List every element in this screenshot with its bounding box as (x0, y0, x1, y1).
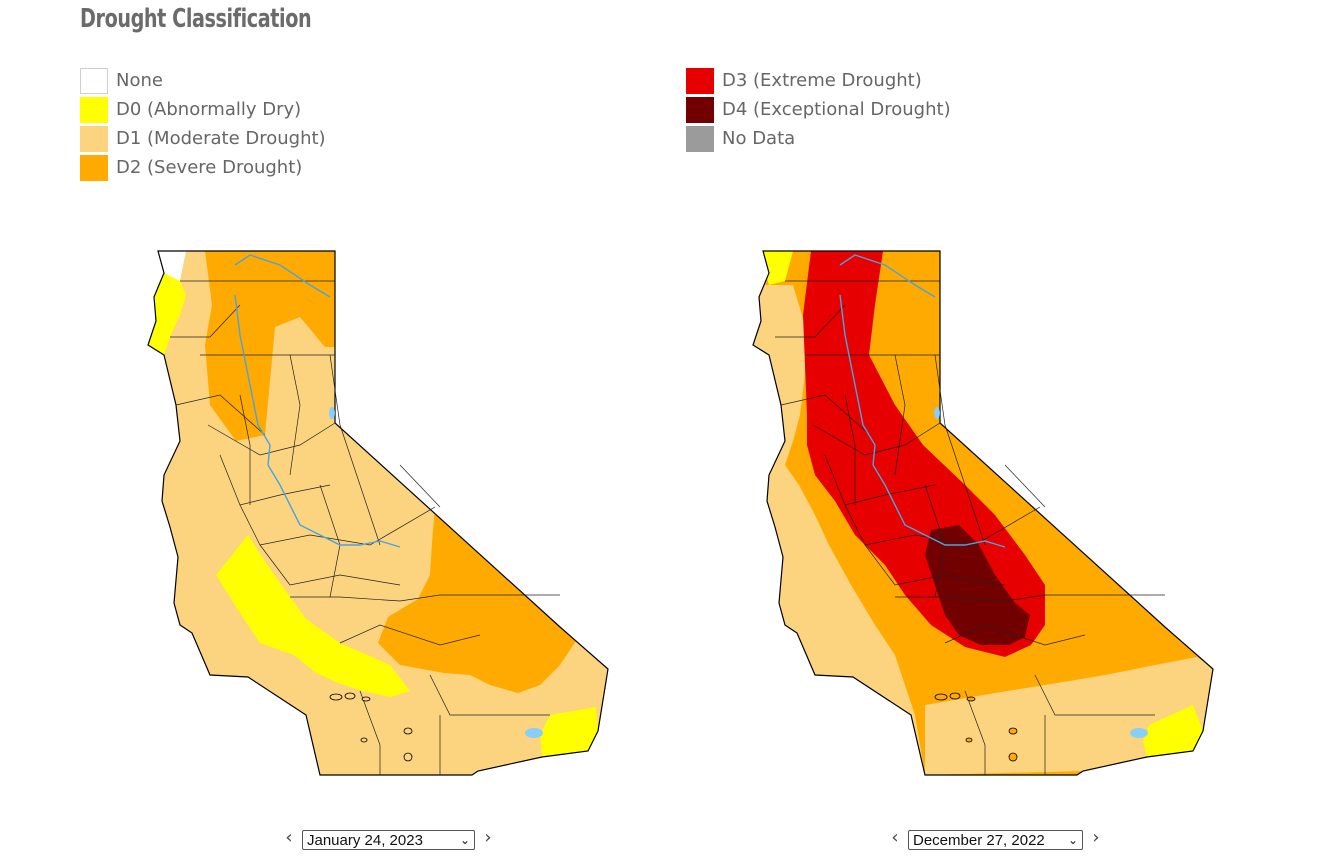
page-title: Drought Classification (80, 4, 312, 34)
chevron-down-icon: ⌄ (459, 833, 470, 847)
chevron-left-icon[interactable]: ‹ (285, 827, 293, 848)
chevron-down-icon: ⌄ (1067, 833, 1078, 847)
date-nav-current: ‹ January 24, 2023 ⌄ › (282, 826, 495, 850)
chevron-right-icon[interactable]: › (484, 827, 492, 848)
legend-left-column: None D0 (Abnormally Dry) D1 (Moderate Dr… (80, 66, 326, 182)
date-nav-previous: ‹ December 27, 2022 ⌄ › (888, 826, 1103, 850)
legend-swatch (80, 67, 108, 94)
legend-swatch (686, 67, 714, 94)
legend-item-none: None (80, 66, 326, 95)
legend-item-d0: D0 (Abnormally Dry) (80, 95, 326, 124)
date-select-value: January 24, 2023 (307, 831, 423, 849)
date-select-current[interactable]: January 24, 2023 ⌄ (302, 830, 475, 850)
legend-label: D2 (Severe Drought) (116, 157, 303, 178)
chevron-left-icon[interactable]: ‹ (891, 827, 899, 848)
legend-label: No Data (722, 128, 796, 149)
legend-label: D1 (Moderate Drought) (116, 128, 326, 149)
legend-swatch (686, 96, 714, 123)
legend-item-d2: D2 (Severe Drought) (80, 153, 326, 182)
legend-right-column: D3 (Extreme Drought) D4 (Exceptional Dro… (686, 66, 951, 153)
legend-item-no-data: No Data (686, 124, 951, 153)
legend-label: None (116, 70, 163, 91)
legend-item-d4: D4 (Exceptional Drought) (686, 95, 951, 124)
legend-swatch (80, 154, 108, 181)
legend-item-d3: D3 (Extreme Drought) (686, 66, 951, 95)
legend-label: D0 (Abnormally Dry) (116, 99, 302, 120)
legend-item-d1: D1 (Moderate Drought) (80, 124, 326, 153)
legend-swatch (80, 96, 108, 123)
date-select-value: December 27, 2022 (913, 831, 1045, 849)
legend-label: D3 (Extreme Drought) (722, 70, 922, 91)
legend-swatch (686, 125, 714, 152)
california-drought-map-previous (752, 250, 1214, 776)
legend-label: D4 (Exceptional Drought) (722, 99, 951, 120)
california-drought-map-current (147, 250, 609, 776)
date-select-previous[interactable]: December 27, 2022 ⌄ (908, 830, 1083, 850)
legend-swatch (80, 125, 108, 152)
chevron-right-icon[interactable]: › (1092, 827, 1100, 848)
